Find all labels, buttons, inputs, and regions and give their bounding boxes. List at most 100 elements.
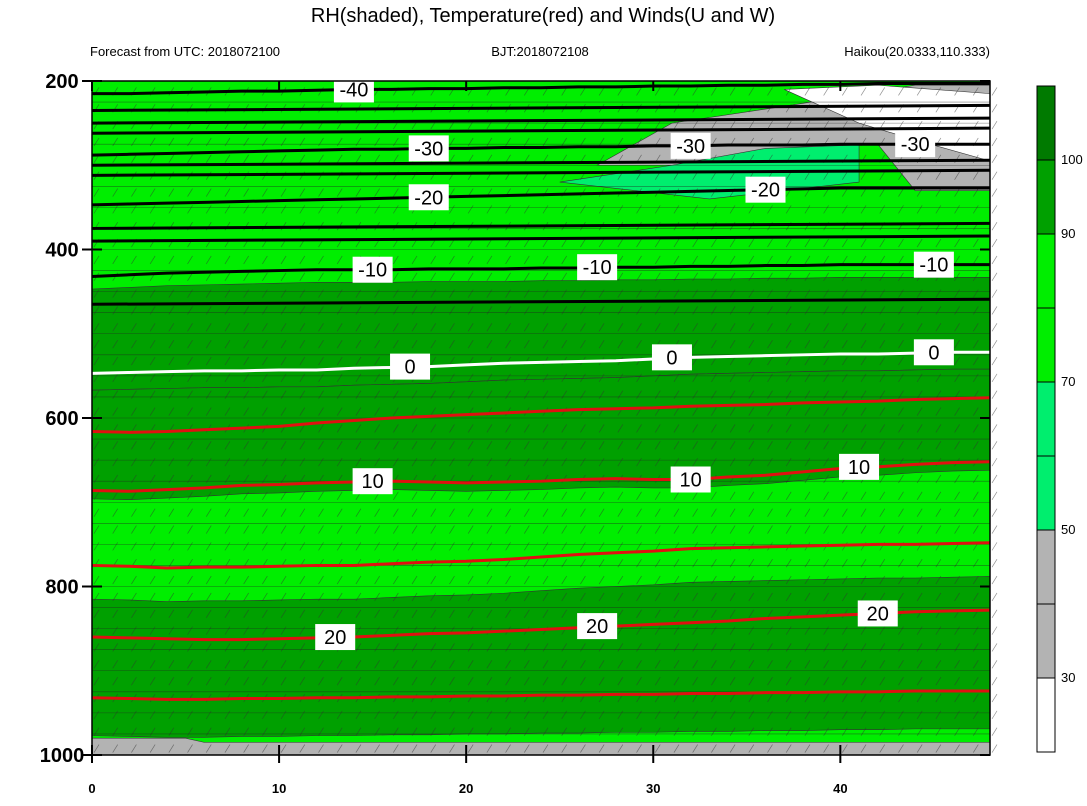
wind-barb — [523, 727, 530, 736]
wind-barb — [93, 205, 100, 214]
wind-barb — [542, 205, 549, 214]
wind-barb — [804, 525, 811, 534]
wind-barb — [804, 390, 811, 399]
wind-barb — [804, 441, 811, 450]
wind-barb — [374, 339, 380, 349]
wind-barb — [131, 474, 137, 484]
wind-barb — [842, 525, 848, 534]
wind-barb — [168, 660, 175, 669]
wind-barb — [785, 693, 792, 703]
wind-barb — [336, 491, 343, 501]
wind-barb — [654, 255, 661, 265]
wind-barb — [149, 441, 156, 450]
wind-barb — [860, 339, 867, 349]
wind-barb — [842, 676, 848, 686]
wind-barb — [355, 306, 362, 315]
wind-barb — [449, 323, 455, 332]
wind-barb — [860, 626, 867, 635]
wind-barb — [149, 609, 156, 618]
colorbar-swatch — [1036, 159, 1056, 235]
isotherm-line — [91, 263, 990, 278]
wind-barb — [393, 710, 399, 720]
wind-barb — [542, 255, 549, 265]
wind-barb — [842, 255, 848, 265]
wind-barb — [729, 120, 736, 130]
wind-barb — [879, 390, 886, 399]
wind-barb — [673, 323, 680, 332]
wind-barb — [112, 441, 119, 450]
colorbar-tick-label: 30 — [1061, 670, 1075, 685]
wind-barb — [430, 592, 437, 602]
wind-barb — [187, 710, 193, 720]
wind-barb — [860, 323, 867, 332]
wind-barb — [224, 643, 231, 652]
wind-barb — [785, 525, 792, 534]
wind-barb — [187, 474, 193, 484]
wind-barb — [580, 508, 586, 517]
wind-barb — [711, 390, 717, 399]
wind-barb — [991, 289, 998, 298]
wind-barb — [131, 407, 137, 416]
wind-barb — [149, 592, 156, 602]
wind-barb — [355, 660, 362, 669]
wind-barb — [972, 660, 979, 669]
wind-barb — [243, 491, 249, 501]
wind-barb — [898, 676, 904, 686]
wind-barb — [523, 137, 530, 147]
wind-barb — [561, 710, 568, 720]
wind-barb — [486, 592, 493, 602]
wind-barb — [785, 592, 792, 602]
wind-barb — [954, 744, 960, 753]
wind-barb — [467, 289, 474, 298]
wind-barb — [692, 323, 698, 332]
wind-barb — [411, 491, 418, 501]
wind-barb — [935, 171, 942, 180]
wind-barb — [673, 559, 680, 568]
isotherm-line — [91, 116, 991, 125]
wind-barb — [879, 457, 886, 467]
wind-barb — [804, 407, 811, 416]
wind-barb — [580, 643, 586, 652]
wind-barb — [916, 323, 923, 332]
wind-barb — [187, 457, 193, 467]
wind-barb — [318, 424, 324, 433]
wind-barb — [280, 491, 287, 501]
wind-barb — [561, 289, 568, 298]
wind-barb — [336, 575, 343, 585]
wind-barb — [580, 120, 586, 130]
wind-barb — [711, 120, 717, 130]
wind-barb — [823, 457, 829, 467]
colorbar-tick-label: 50 — [1061, 522, 1075, 537]
wind-barb — [243, 727, 249, 736]
wind-barb — [785, 373, 792, 383]
wind-barb — [729, 238, 736, 248]
wind-barb — [954, 373, 960, 383]
wind-barb — [748, 87, 755, 96]
wind-barb — [823, 238, 829, 248]
wind-barb — [299, 390, 306, 399]
wind-barb — [262, 441, 268, 450]
wind-barb — [262, 744, 268, 753]
wind-barb — [318, 373, 324, 383]
wind-barb — [224, 491, 231, 501]
wind-barb — [112, 592, 119, 602]
wind-barb — [112, 525, 119, 534]
wind-barb — [954, 676, 960, 686]
wind-barb — [879, 508, 886, 517]
wind-barb — [168, 491, 175, 501]
wind-barb — [205, 205, 212, 214]
wind-barb — [187, 643, 193, 652]
wind-barb — [336, 609, 343, 618]
wind-barb — [355, 643, 362, 652]
wind-barb — [935, 559, 942, 568]
wind-barb — [280, 474, 287, 484]
wind-barb — [860, 710, 867, 720]
wind-barb — [262, 474, 268, 484]
wind-barb — [785, 710, 792, 720]
wind-barb — [636, 727, 642, 736]
wind-barb — [205, 727, 212, 736]
wind-barb — [168, 542, 175, 551]
wind-barb — [318, 407, 324, 416]
wind-barb — [280, 592, 287, 602]
wind-barb — [879, 205, 886, 214]
